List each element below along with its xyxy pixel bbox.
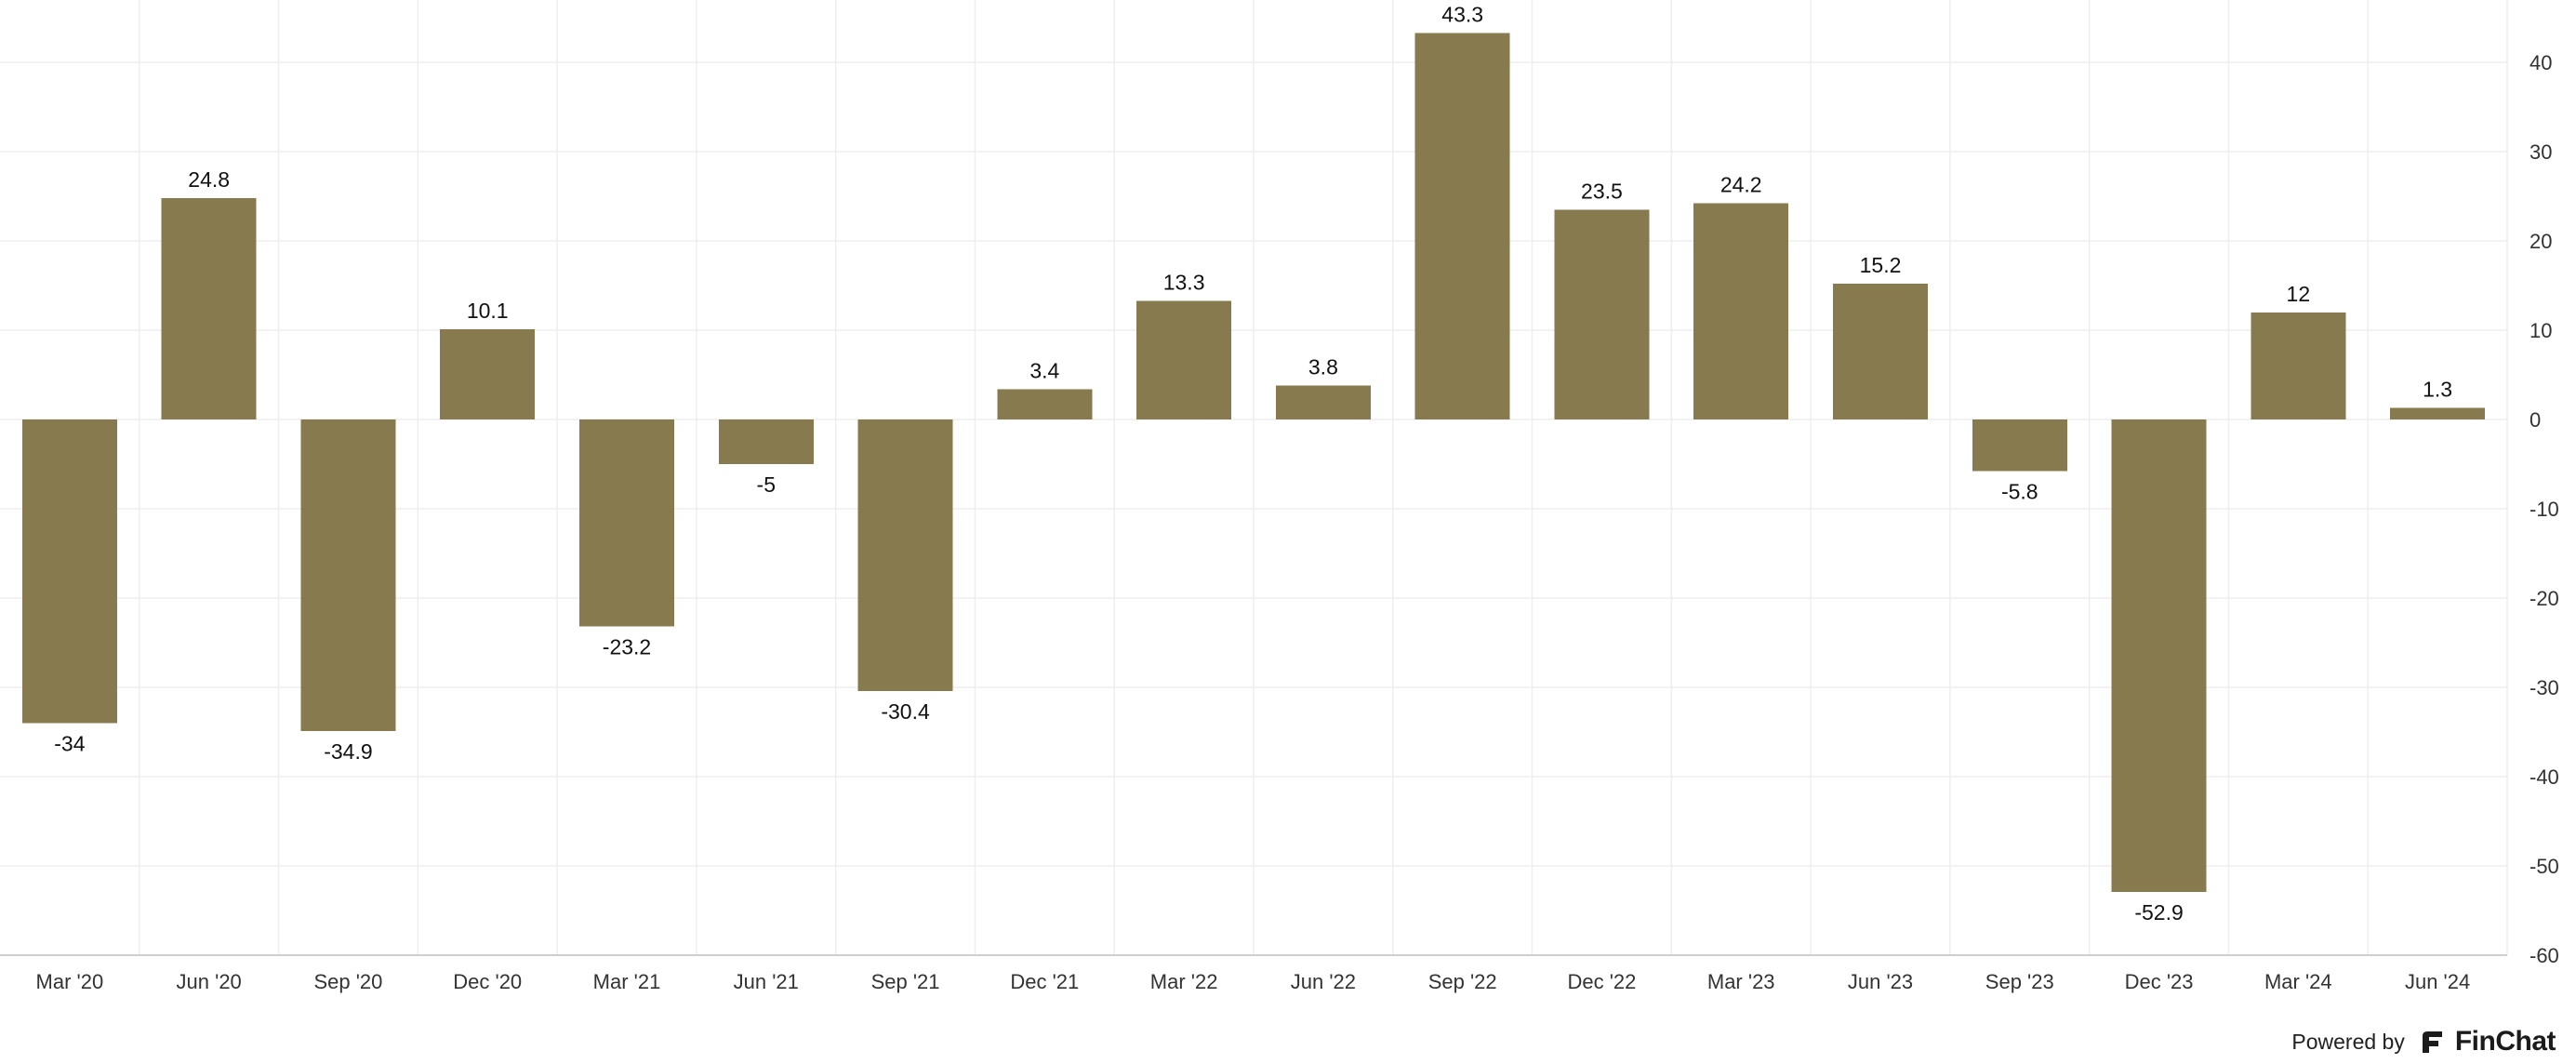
x-tick-label: Dec '21 (1010, 970, 1079, 993)
bar[interactable] (1554, 209, 1650, 419)
y-tick-label: -50 (2530, 855, 2559, 878)
data-label: 24.8 (188, 167, 230, 192)
bar[interactable] (579, 419, 674, 627)
data-label: 10.1 (467, 299, 509, 323)
x-tick-label: Dec '20 (453, 970, 522, 993)
data-label: 13.3 (1163, 270, 1205, 294)
data-label: -23.2 (603, 635, 651, 659)
y-tick-label: -20 (2530, 587, 2559, 610)
x-tick-label: Jun '24 (2405, 970, 2470, 993)
x-tick-label: Sep '21 (871, 970, 940, 993)
y-tick-label: -10 (2530, 498, 2559, 521)
data-label: 43.3 (1441, 2, 1483, 26)
x-tick-label: Mar '21 (593, 970, 661, 993)
data-label: 12 (2287, 282, 2311, 306)
bar[interactable] (1275, 385, 1371, 419)
data-labels: -34 24.8 -34.9 10.1 -23.2 -5 -30.4 3.4 13.3 3.8 43… (54, 2, 2452, 924)
bar[interactable] (1414, 33, 1510, 419)
bar[interactable] (2390, 407, 2486, 419)
y-tick-label: 40 (2530, 51, 2552, 74)
y-tick-label: 30 (2530, 140, 2552, 164)
bar[interactable] (2251, 312, 2346, 419)
y-tick-label: -30 (2530, 676, 2559, 699)
bar[interactable] (1136, 300, 1232, 419)
y-tick-label: 0 (2530, 408, 2541, 432)
x-tick-label: Jun '22 (1291, 970, 1356, 993)
x-tick-label: Mar '24 (2264, 970, 2332, 993)
data-label: -52.9 (2134, 900, 2183, 924)
x-tick-label: Mar '20 (36, 970, 104, 993)
data-label: 3.8 (1308, 355, 1338, 379)
data-label: -30.4 (881, 699, 930, 724)
bar[interactable] (440, 329, 536, 419)
bar-chart: -34 24.8 -34.9 10.1 -23.2 -5 -30.4 3.4 13.3 3.8 43… (0, 0, 2559, 993)
x-tick-label: Mar '23 (1707, 970, 1775, 993)
x-tick-label: Sep '23 (1985, 970, 2054, 993)
footer-attribution: Powered by FinChat (2291, 1023, 2556, 1060)
y-tick-label: 20 (2530, 230, 2552, 253)
y-tick-label: 10 (2530, 319, 2552, 342)
bar[interactable] (1833, 284, 1928, 419)
bars (21, 33, 2486, 892)
x-axis-ticks: Mar '20 Jun '20 Sep '20 Dec '20 Mar '21 Jun '… (36, 970, 2471, 993)
y-tick-label: -60 (2530, 944, 2559, 967)
data-label: 23.5 (1581, 179, 1623, 203)
data-label: -5 (757, 472, 776, 497)
x-tick-label: Jun '21 (734, 970, 799, 993)
y-tick-label: -40 (2530, 765, 2559, 789)
bar[interactable] (21, 419, 117, 724)
bar[interactable] (161, 197, 257, 419)
data-label: 24.2 (1720, 173, 1762, 197)
bar[interactable] (300, 419, 396, 732)
bar[interactable] (997, 389, 1093, 419)
x-tick-label: Jun '20 (177, 970, 242, 993)
data-label: -5.8 (2001, 480, 2038, 504)
x-tick-label: Dec '23 (2125, 970, 2194, 993)
data-label: -34 (54, 731, 85, 755)
bar[interactable] (1693, 203, 1789, 419)
bar[interactable] (718, 419, 814, 464)
bar[interactable] (1972, 419, 2067, 472)
data-label: 3.4 (1029, 358, 1059, 382)
data-label: 15.2 (1860, 253, 1902, 277)
x-tick-label: Sep '20 (313, 970, 382, 993)
x-tick-label: Jun '23 (1848, 970, 1913, 993)
data-label: 1.3 (2423, 378, 2452, 402)
brand-name: FinChat (2454, 1026, 2556, 1057)
finchat-logo-icon (2422, 1031, 2442, 1053)
data-label: -34.9 (324, 739, 372, 764)
x-tick-label: Sep '22 (1428, 970, 1497, 993)
brand[interactable]: FinChat (2418, 1026, 2556, 1057)
bar[interactable] (857, 419, 953, 691)
y-axis-ticks: 40 30 20 10 0 -10 -20 -30 -40 -50 -60 (2530, 51, 2559, 967)
bar[interactable] (2111, 419, 2207, 892)
x-tick-label: Mar '22 (1150, 970, 1218, 993)
powered-by-label: Powered by (2291, 1029, 2405, 1054)
x-tick-label: Dec '22 (1567, 970, 1636, 993)
grid (0, 0, 2508, 956)
